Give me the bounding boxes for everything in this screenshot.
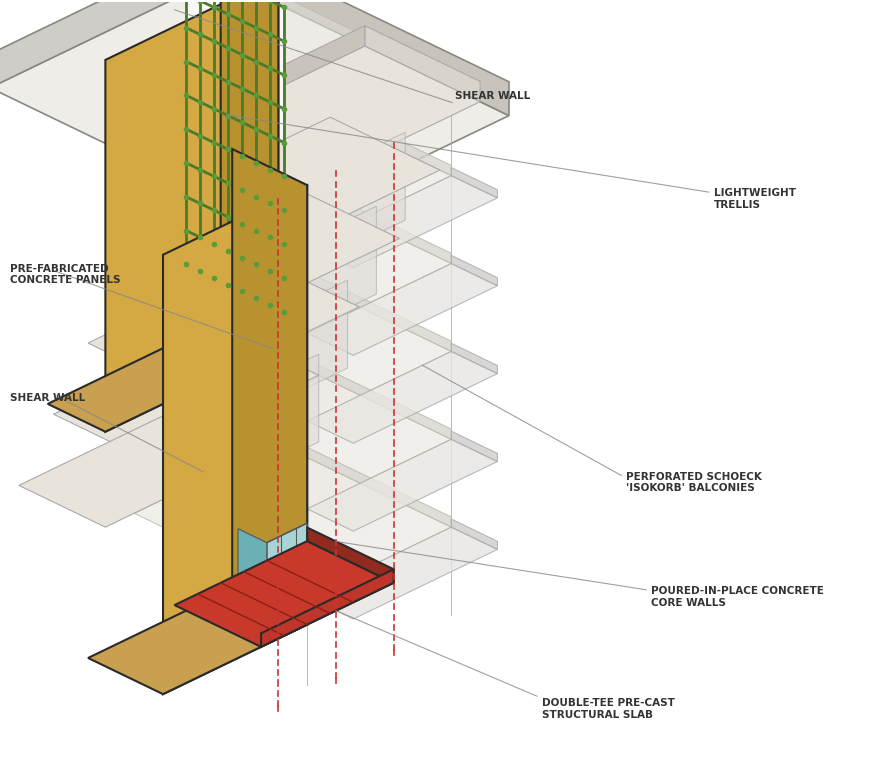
Polygon shape — [134, 355, 451, 509]
Polygon shape — [123, 188, 399, 322]
Polygon shape — [134, 180, 451, 333]
Polygon shape — [134, 5, 451, 157]
Text: LIGHTWEIGHT
TRELLIS: LIGHTWEIGHT TRELLIS — [713, 188, 795, 210]
Polygon shape — [451, 255, 497, 286]
Polygon shape — [278, 0, 451, 88]
Polygon shape — [451, 519, 497, 549]
Polygon shape — [134, 257, 278, 338]
Polygon shape — [255, 280, 347, 413]
Polygon shape — [134, 92, 451, 245]
Text: PERFORATED SCHOECK
'ISOKORB' BALCONIES: PERFORATED SCHOECK 'ISOKORB' BALCONIES — [626, 472, 761, 493]
Polygon shape — [267, 165, 295, 234]
Polygon shape — [197, 428, 289, 561]
Polygon shape — [278, 286, 295, 362]
Polygon shape — [364, 26, 480, 102]
Polygon shape — [238, 529, 267, 624]
Text: DOUBLE-TEE PRE-CAST
STRUCTURAL SLAB: DOUBLE-TEE PRE-CAST STRUCTURAL SLAB — [541, 699, 673, 720]
Polygon shape — [278, 434, 451, 527]
Polygon shape — [255, 363, 272, 439]
Polygon shape — [157, 117, 439, 254]
Polygon shape — [249, 157, 307, 523]
Polygon shape — [163, 185, 307, 694]
Polygon shape — [192, 26, 364, 129]
Text: PRE-FABRICATED
CONCRETE PANELS: PRE-FABRICATED CONCRETE PANELS — [10, 264, 120, 286]
Polygon shape — [278, 82, 451, 175]
Polygon shape — [134, 345, 278, 425]
Polygon shape — [255, 275, 272, 351]
Polygon shape — [134, 268, 451, 421]
Polygon shape — [307, 439, 497, 531]
Polygon shape — [19, 402, 278, 527]
Polygon shape — [307, 175, 497, 267]
Polygon shape — [278, 462, 295, 538]
Polygon shape — [0, 0, 221, 88]
Polygon shape — [175, 541, 393, 647]
Polygon shape — [105, 0, 278, 432]
Polygon shape — [255, 187, 272, 263]
Polygon shape — [307, 528, 393, 583]
Polygon shape — [451, 168, 497, 198]
Polygon shape — [451, 343, 497, 374]
Polygon shape — [278, 345, 451, 439]
Polygon shape — [278, 374, 295, 450]
Polygon shape — [88, 260, 359, 391]
Polygon shape — [307, 264, 497, 355]
Polygon shape — [313, 133, 405, 265]
Polygon shape — [134, 82, 278, 162]
Polygon shape — [134, 444, 451, 597]
Polygon shape — [88, 588, 307, 694]
Polygon shape — [232, 149, 307, 624]
Polygon shape — [278, 198, 295, 274]
Polygon shape — [226, 354, 318, 486]
Polygon shape — [307, 527, 497, 619]
Polygon shape — [221, 0, 278, 349]
Text: POURED-IN-PLACE CONCRETE
CORE WALLS: POURED-IN-PLACE CONCRETE CORE WALLS — [650, 586, 823, 607]
Polygon shape — [255, 451, 272, 527]
Text: SHEAR WALL: SHEAR WALL — [454, 90, 530, 100]
Polygon shape — [221, 0, 508, 116]
Polygon shape — [284, 206, 376, 339]
Polygon shape — [278, 257, 451, 352]
Polygon shape — [186, 0, 284, 312]
Text: SHEAR WALL: SHEAR WALL — [10, 393, 85, 403]
Polygon shape — [238, 591, 307, 624]
Polygon shape — [0, 0, 508, 227]
Polygon shape — [134, 0, 278, 74]
Polygon shape — [451, 431, 497, 462]
Polygon shape — [261, 569, 393, 647]
Polygon shape — [134, 434, 278, 513]
Polygon shape — [267, 523, 307, 624]
Polygon shape — [307, 352, 497, 444]
Polygon shape — [134, 170, 278, 250]
Polygon shape — [53, 331, 318, 459]
Polygon shape — [48, 320, 278, 432]
Polygon shape — [192, 46, 480, 185]
Polygon shape — [278, 170, 451, 264]
